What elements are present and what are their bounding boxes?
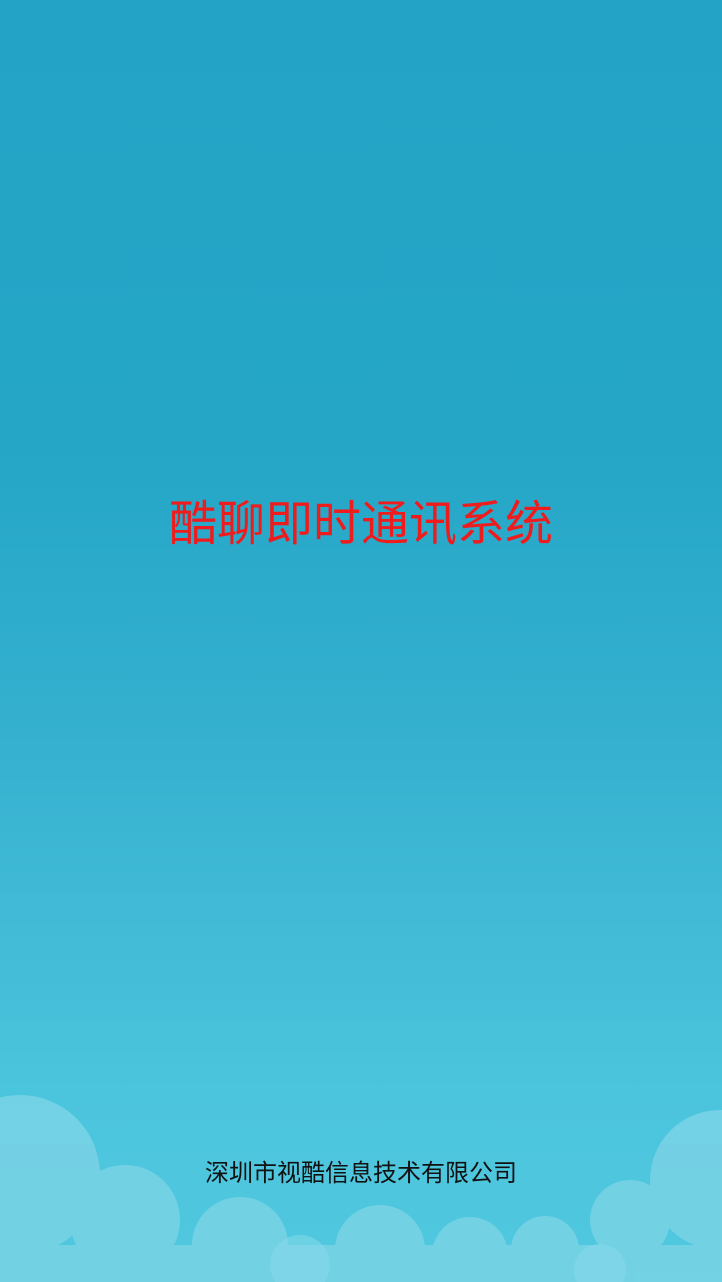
cloud-decoration — [0, 1095, 722, 1282]
company-name: 深圳市视酷信息技术有限公司 — [205, 1159, 517, 1187]
app-title: 酷聊即时通讯系统 — [168, 496, 553, 552]
